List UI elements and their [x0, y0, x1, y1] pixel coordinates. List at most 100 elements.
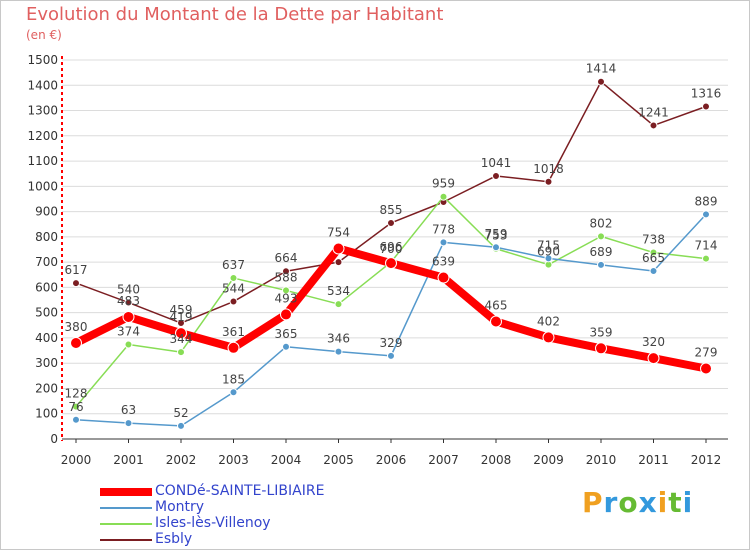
legend-label: Esbly — [155, 531, 193, 547]
data-label-esbly: 1414 — [586, 62, 617, 76]
data-label-esbly: 855 — [380, 203, 403, 217]
data-label-isles-l-s-villenoy: 637 — [222, 258, 245, 272]
data-label-esbly: 1241 — [638, 105, 669, 119]
data-point-esbly — [177, 319, 185, 328]
data-point-cond-sainte-libiaire — [647, 352, 660, 365]
y-tick-label: 200 — [35, 381, 58, 395]
data-point-esbly — [597, 77, 605, 86]
data-label-montry: 665 — [642, 251, 665, 265]
brand-letter: P — [582, 486, 604, 519]
data-label-cond-sainte-libiaire: 639 — [432, 255, 455, 269]
legend-label: Isles-lès-Villenoy — [155, 515, 271, 531]
x-tick-label: 2008 — [481, 453, 512, 467]
legend-swatch — [100, 539, 152, 541]
data-label-montry: 689 — [590, 245, 613, 259]
series-group — [70, 77, 712, 430]
y-tick-label: 100 — [35, 407, 58, 421]
data-point-montry — [387, 351, 395, 360]
legend-label: CONDé-SAINTE-LIBIAIRE — [155, 483, 325, 499]
data-point-montry — [124, 419, 133, 428]
data-point-cond-sainte-libiaire — [385, 257, 397, 270]
data-point-esbly — [282, 267, 290, 276]
data-label-cond-sainte-libiaire: 279 — [695, 346, 718, 360]
data-label-isles-l-s-villenoy: 690 — [537, 245, 560, 259]
data-label-cond-sainte-libiaire: 754 — [327, 225, 350, 239]
data-label-montry: 329 — [380, 336, 403, 350]
data-label-isles-l-s-villenoy: 534 — [327, 284, 350, 298]
grid-lines — [62, 59, 728, 415]
data-point-montry — [544, 254, 553, 263]
brand-letter: r — [603, 486, 619, 519]
data-point-montry — [229, 388, 238, 397]
data-label-montry: 76 — [68, 400, 83, 414]
data-label-montry: 185 — [222, 372, 245, 386]
data-label-cond-sainte-libiaire: 696 — [380, 240, 403, 254]
data-point-isles-l-s-villenoy — [334, 300, 343, 309]
chart-title: Evolution du Montant de la Dette par Hab… — [26, 4, 444, 25]
data-label-isles-l-s-villenoy: 128 — [65, 387, 88, 401]
data-point-cond-sainte-libiaire — [175, 327, 187, 340]
data-point-isles-l-s-villenoy — [597, 232, 605, 241]
data-label-montry: 759 — [485, 227, 508, 241]
data-label-montry: 365 — [275, 327, 298, 341]
data-point-isles-l-s-villenoy — [282, 286, 290, 295]
y-tick-label: 500 — [35, 306, 58, 320]
y-tick-label: 1100 — [27, 154, 58, 168]
data-point-cond-sainte-libiaire — [542, 331, 555, 344]
brand-letter: x — [638, 486, 658, 519]
data-label-montry: 889 — [695, 194, 718, 208]
data-label-isles-l-s-villenoy: 344 — [170, 332, 193, 346]
data-point-montry — [282, 342, 290, 351]
data-label-montry: 52 — [173, 406, 188, 420]
data-point-montry — [177, 421, 185, 430]
brand-letter: i — [682, 486, 694, 519]
data-label-montry: 715 — [537, 238, 560, 252]
data-point-isles-l-s-villenoy — [72, 402, 80, 411]
y-tick-label: 900 — [35, 205, 58, 219]
y-tick-label: 1500 — [27, 53, 58, 67]
x-tick-label: 2011 — [638, 453, 669, 467]
data-label-esbly: 544 — [222, 282, 245, 296]
brand-letter: t — [668, 486, 683, 519]
x-tick-label: 2001 — [113, 453, 144, 467]
y-tick-label: 400 — [35, 331, 58, 345]
x-tick-label: 2005 — [323, 453, 354, 467]
data-label-isles-l-s-villenoy: 700 — [380, 242, 403, 256]
data-point-cond-sainte-libiaire — [227, 341, 240, 354]
data-point-isles-l-s-villenoy — [649, 248, 658, 257]
y-tick-label: 300 — [35, 356, 58, 370]
data-point-esbly — [702, 102, 710, 111]
x-tick-label: 2012 — [691, 453, 722, 467]
data-label-esbly: 459 — [170, 303, 193, 317]
x-tick-label: 2002 — [166, 453, 197, 467]
data-point-cond-sainte-libiaire — [595, 342, 607, 355]
data-label-cond-sainte-libiaire: 359 — [590, 325, 613, 339]
legend-label: Montry — [155, 499, 205, 515]
data-labels: 617 540 459 544 664 855 1041 1018 1414 1241 1316 12… — [65, 62, 722, 420]
data-label-cond-sainte-libiaire: 361 — [222, 325, 245, 339]
y-tick-label: 1200 — [27, 129, 58, 143]
data-point-isles-l-s-villenoy — [124, 340, 133, 349]
data-point-cond-sainte-libiaire — [70, 336, 82, 349]
data-label-cond-sainte-libiaire: 483 — [117, 294, 140, 308]
data-label-esbly: 664 — [275, 251, 298, 265]
data-point-cond-sainte-libiaire — [280, 308, 292, 321]
data-label-esbly: 540 — [117, 283, 140, 297]
chart-subtitle: (en €) — [26, 28, 62, 42]
data-label-esbly: 617 — [65, 263, 88, 277]
data-label-isles-l-s-villenoy: 588 — [275, 270, 298, 284]
legend-swatch — [100, 507, 152, 509]
brand-letter: o — [618, 486, 639, 519]
data-label-esbly: 1041 — [481, 156, 512, 170]
data-label-isles-l-s-villenoy: 374 — [117, 325, 140, 339]
data-point-montry — [439, 238, 448, 247]
data-point-esbly — [492, 171, 500, 180]
data-label-cond-sainte-libiaire: 380 — [65, 320, 88, 334]
data-label-cond-sainte-libiaire: 465 — [485, 299, 508, 313]
y-tick-label: 700 — [35, 255, 58, 269]
x-tick-label: 2007 — [428, 453, 459, 467]
x-tick-label: 2010 — [586, 453, 617, 467]
data-label-esbly: 1018 — [533, 162, 564, 176]
y-tick-label: 600 — [35, 280, 58, 294]
